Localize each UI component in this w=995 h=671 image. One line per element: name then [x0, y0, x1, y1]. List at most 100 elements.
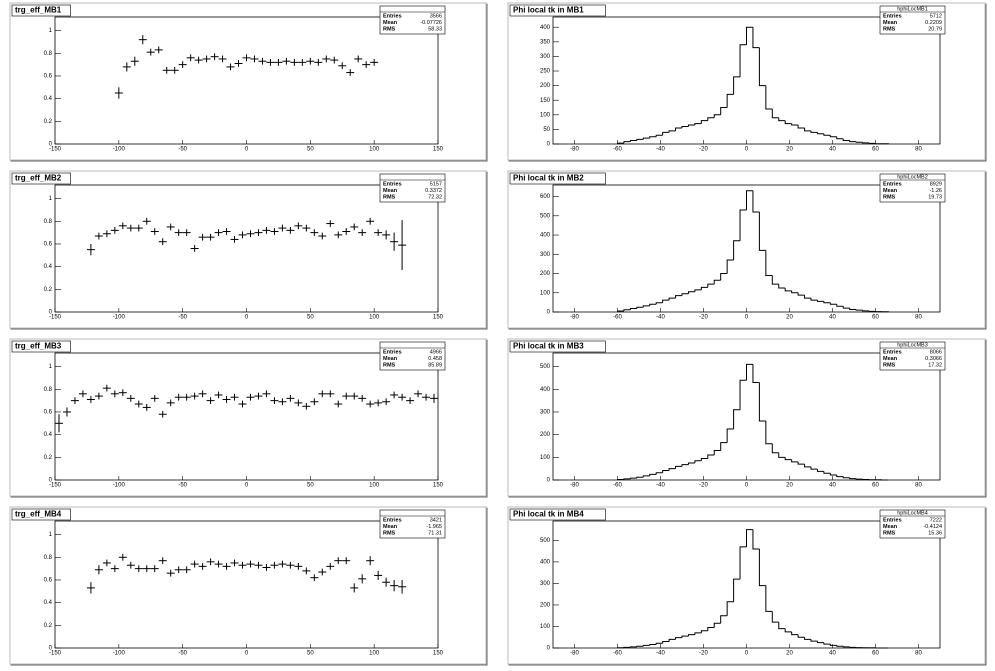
stats-box: [379, 341, 446, 371]
histogram-bin: [681, 125, 689, 128]
y-tick-label: 600: [540, 194, 551, 200]
chart-title: Phi local tk in MB3: [513, 342, 584, 351]
histogram-bin: [617, 142, 624, 144]
x-tick-label: -100: [113, 651, 126, 657]
x-tick-label: -60: [613, 483, 622, 489]
x-tick-label: -50: [178, 315, 187, 321]
title-box: [11, 172, 71, 185]
x-tick-label: -20: [699, 315, 708, 321]
histogram-bin: [791, 631, 799, 636]
y-tick-label: 400: [540, 25, 551, 31]
histogram-bin: [687, 462, 695, 465]
stats-label: RMS: [883, 26, 896, 32]
histogram-bin: [791, 290, 799, 294]
title-box: [509, 508, 606, 521]
stats-box: [879, 509, 946, 539]
y-tick-label: 0: [547, 142, 551, 148]
histogram-bin: [707, 117, 715, 121]
y-tick-label: 500: [540, 364, 551, 370]
histogram-bin: [733, 578, 741, 602]
stats-value: 71.31: [428, 530, 442, 536]
x-tick-label: 0: [245, 315, 249, 321]
histogram-bin: [784, 628, 792, 633]
y-tick-label: 250: [540, 69, 551, 75]
x-tick-label: 80: [915, 315, 922, 321]
histogram-bin: [726, 259, 734, 274]
y-tick-label: 1: [49, 364, 53, 370]
x-tick-label: -80: [570, 651, 579, 657]
stats-value: 20.79: [928, 26, 942, 32]
stats-value: 8066: [930, 349, 942, 355]
y-tick-label: 350: [540, 39, 551, 45]
chart-title: trg_eff_MB2: [15, 174, 62, 183]
histogram-bin: [642, 305, 650, 308]
histogram-bin: [829, 644, 837, 646]
x-tick-label: 0: [245, 147, 249, 153]
chart-title: Phi local tk in MB4: [513, 510, 584, 519]
histogram-bin: [733, 240, 741, 261]
histogram-bin: [649, 136, 657, 139]
histogram-bin: [855, 141, 863, 143]
histogram-bin: [694, 289, 702, 292]
y-tick-label: 0.8: [44, 555, 53, 561]
x-tick-label: 50: [307, 483, 314, 489]
x-tick-label: 0: [245, 651, 249, 657]
histogram-bin: [862, 142, 870, 144]
histogram-bin: [623, 478, 631, 480]
y-tick-label: 0: [547, 310, 551, 316]
histogram-bin: [733, 76, 741, 95]
y-tick-label: 400: [540, 387, 551, 393]
stats-label: Entries: [383, 13, 402, 19]
histogram-bin: [649, 473, 657, 476]
histogram-bin: [836, 136, 844, 140]
stats-value: 0.3066: [925, 356, 942, 362]
title-box: [509, 172, 606, 185]
x-tick-label: -100: [113, 147, 126, 153]
histogram-bin: [752, 190, 760, 213]
histogram-bin: [642, 475, 650, 478]
histogram-bin: [842, 646, 850, 648]
title-box: [11, 508, 71, 521]
y-tick-label: 500: [540, 538, 551, 544]
stats-label: RMS: [383, 26, 396, 32]
y-tick-label: 0.2: [44, 119, 53, 125]
histogram-bin: [746, 363, 753, 381]
chart-title: trg_eff_MB3: [15, 342, 62, 351]
stats-label: RMS: [883, 362, 896, 368]
histogram-bin: [720, 107, 728, 115]
stats-value: 3421: [430, 517, 442, 523]
histogram-bin: [758, 47, 766, 87]
stats-value: -0.07726: [420, 20, 442, 26]
histogram-bin: [752, 364, 760, 383]
histogram-bin: [720, 615, 728, 624]
x-tick-label: -80: [570, 315, 579, 321]
histogram-bin: [849, 477, 857, 480]
y-tick-label: 0.6: [44, 410, 53, 416]
histogram-bin: [629, 308, 637, 310]
stats-value: -1.26: [929, 188, 942, 194]
histogram-bin: [649, 303, 657, 306]
y-tick-label: 0: [49, 478, 53, 484]
histogram-bin: [778, 452, 786, 458]
x-tick-label: -40: [656, 147, 665, 153]
x-tick-label: -50: [178, 483, 187, 489]
title-box: [509, 340, 606, 353]
histogram-bin: [816, 469, 824, 472]
x-tick-label: 40: [829, 315, 836, 321]
histogram-bin: [739, 44, 747, 77]
x-tick-label: -20: [699, 651, 708, 657]
histogram-bin: [681, 635, 689, 638]
x-tick-label: -40: [656, 315, 665, 321]
stats-value: 85.89: [428, 362, 442, 368]
x-tick-label: -60: [613, 315, 622, 321]
y-tick-label: 0.8: [44, 387, 53, 393]
stats-label: Entries: [383, 181, 402, 187]
histogram-bin: [662, 131, 670, 136]
stats-value: 0.2209: [925, 20, 942, 26]
stats-label: Mean: [883, 20, 898, 26]
histogram-bin: [778, 284, 786, 289]
histogram-bin: [823, 471, 831, 474]
histogram-bin: [804, 127, 811, 132]
x-tick-label: -150: [49, 483, 62, 489]
